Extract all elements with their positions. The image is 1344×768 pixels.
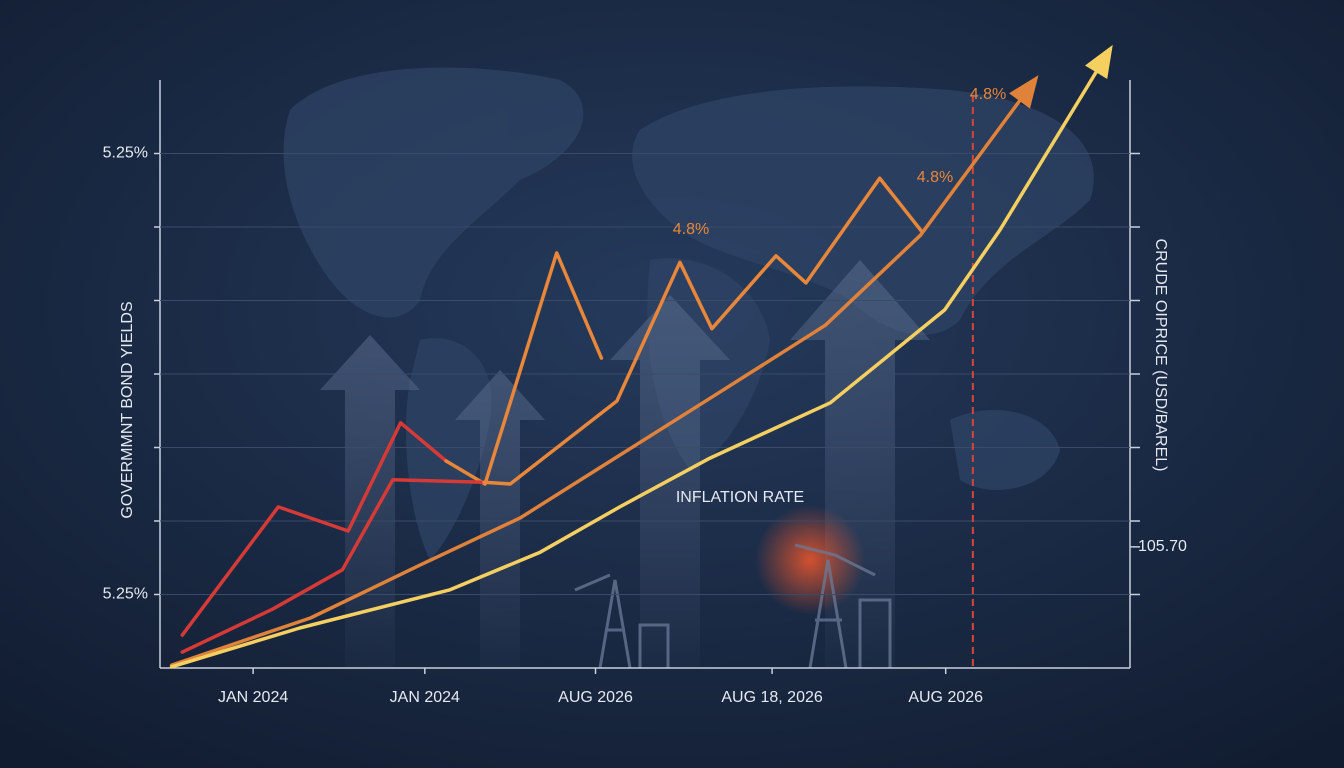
series-line [482, 176, 925, 486]
series-line [169, 78, 1037, 667]
glow [755, 505, 865, 615]
x-tick-label: JAN 2024 [218, 689, 288, 706]
arrowhead [1009, 75, 1039, 109]
annotation: INFLATION RATE [676, 489, 804, 506]
series-line [180, 421, 448, 637]
world-map [283, 67, 1094, 560]
x-tick-label: AUG 2026 [558, 689, 633, 706]
annotation: 4.8% [673, 221, 709, 238]
series-line [444, 251, 604, 486]
oil-derricks [574, 543, 892, 669]
annotation: 4.8% [917, 169, 953, 186]
x-tick-label: AUG 2026 [908, 689, 983, 706]
annotation: 4.8% [970, 86, 1006, 103]
y2-tick-label: 105.70 [1138, 538, 1187, 555]
series-line [180, 478, 486, 654]
y2-axis-label: CRUDE OIPRICE (USD/BAREL) [1152, 239, 1169, 472]
y-tick-label: 5.25% [103, 145, 148, 162]
series-line [169, 48, 1112, 669]
x-tick-label: JAN 2024 [390, 689, 460, 706]
x-tick-label: AUG 18, 2026 [721, 689, 823, 706]
arrowhead [1085, 44, 1113, 79]
y-tick-label: 5.25% [103, 586, 148, 603]
y-axis-label: GOVERMMNT BOND YIELDS [119, 301, 136, 518]
